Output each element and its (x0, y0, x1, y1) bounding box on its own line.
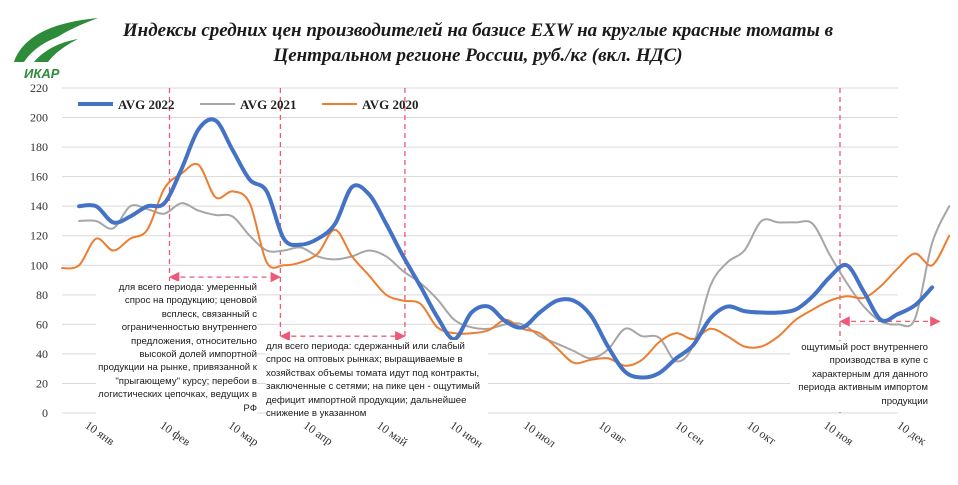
ikar-logo: ИКАР (14, 18, 98, 81)
y-tick-label: 20 (36, 376, 48, 390)
x-tick-label: 10 окт (744, 418, 779, 448)
x-tick-label: 10 авг (596, 418, 629, 447)
legend-label: AVG 2022 (118, 97, 174, 112)
y-tick-label: 120 (30, 229, 48, 243)
x-tick-label: 10 янв (82, 418, 117, 448)
y-tick-label: 180 (30, 140, 48, 154)
series-line-avg-2022 (77, 117, 935, 380)
legend-label: AVG 2020 (362, 97, 418, 112)
logo-swoosh-inner-icon (24, 30, 86, 62)
annotation-period-3: ощутимый рост внутреннего производства в… (790, 341, 928, 409)
annotation-period-1: для всего периода: умеренный спрос на пр… (96, 281, 257, 416)
y-tick-label: 0 (42, 406, 48, 420)
y-tick-label: 140 (30, 199, 48, 213)
logo-text: ИКАР (24, 66, 60, 81)
x-tick-label: 10 мар (226, 418, 262, 449)
y-tick-label: 200 (30, 111, 48, 125)
x-tick-label: 10 июн (448, 418, 487, 451)
y-tick-label: 160 (30, 170, 48, 184)
y-tick-label: 40 (36, 347, 48, 361)
x-tick-label: 10 апр (301, 418, 336, 448)
x-tick-label: 10 фев (158, 418, 194, 449)
y-tick-label: 100 (30, 258, 48, 272)
x-tick-label: 10 дек (895, 418, 930, 448)
annotation-period-2: для всего периода: сдержанный или слабый… (266, 340, 488, 421)
y-tick-label: 220 (30, 81, 48, 95)
x-tick-label: 10 май (374, 418, 411, 449)
chart-title: Индексы средних цен производителей на ба… (122, 20, 834, 66)
y-tick-label: 60 (36, 317, 48, 331)
y-tick-label: 80 (36, 288, 48, 302)
x-tick-label: 10 июл (521, 418, 559, 450)
legend-label: AVG 2021 (240, 97, 296, 112)
x-tick-label: 10 ноя (821, 418, 856, 449)
x-tick-label: 10 сен (673, 418, 708, 448)
